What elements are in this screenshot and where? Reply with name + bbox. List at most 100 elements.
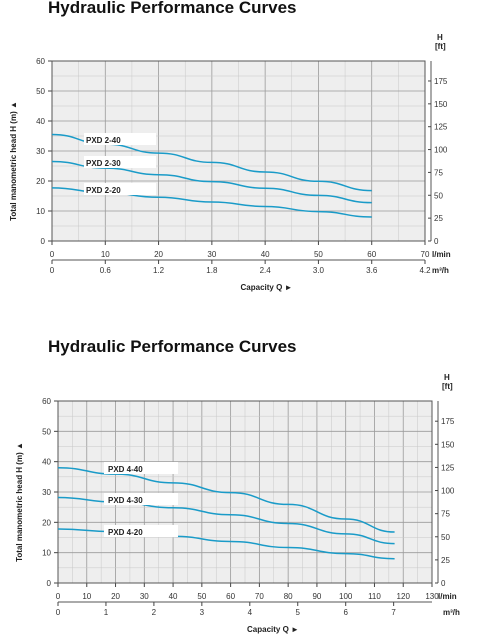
y2-axis-title: H xyxy=(437,33,443,42)
y2-tick-label: 125 xyxy=(434,123,448,132)
x2-tick-label: 2 xyxy=(152,608,157,617)
x2-tick-label: 3.0 xyxy=(313,266,325,275)
x2-tick-label: 3 xyxy=(200,608,205,617)
series-label-background xyxy=(84,133,156,145)
series-label-background xyxy=(104,493,178,505)
x-tick-label: 10 xyxy=(101,250,110,259)
y-tick-label: 10 xyxy=(42,549,51,558)
x-tick-label: 40 xyxy=(261,250,270,259)
y-tick-label: 30 xyxy=(42,488,51,497)
series-label-background xyxy=(104,462,178,474)
series-line xyxy=(51,160,372,204)
y2-unit-label: [ft] xyxy=(442,382,453,391)
x-tick-label: 60 xyxy=(367,250,376,259)
y-tick-label: 60 xyxy=(36,57,45,66)
performance-chart-pxd2: 0 10 20 30 40 50 60 70 0 10 20 30 40 50 60 l/min 0 0.6 1.2… xyxy=(9,33,451,292)
x-tick-label: 30 xyxy=(207,250,216,259)
series-label-background xyxy=(84,156,156,168)
y-tick-label: 30 xyxy=(36,147,45,156)
x-tick-label: 90 xyxy=(312,592,321,601)
x-tick-label: 0 xyxy=(50,250,55,259)
x2-tick-label: 6 xyxy=(343,608,348,617)
x-tick-label: 60 xyxy=(226,592,235,601)
y2-tick-label: 50 xyxy=(434,191,443,200)
series-line xyxy=(57,466,395,533)
x-axis-title: Capacity Q ► xyxy=(241,283,293,292)
y2-tick-label: 175 xyxy=(434,77,448,86)
y2-tick-label: 150 xyxy=(441,440,455,449)
x-tick-label: 0 xyxy=(56,592,61,601)
y-axis-title: Total manometric head H (m) ▲ xyxy=(9,101,18,221)
x-tick-label: 100 xyxy=(339,592,353,601)
x-axis-title: Capacity Q ► xyxy=(247,625,299,634)
series-label: PXD 2-30 xyxy=(86,159,121,168)
x2-tick-label: 0.6 xyxy=(100,266,112,275)
plot-frame xyxy=(57,400,433,584)
series-label: PXD 2-20 xyxy=(86,186,121,195)
x-tick-label: 70 xyxy=(421,250,430,259)
x-tick-label: 20 xyxy=(154,250,163,259)
x2-tick-label: 5 xyxy=(296,608,301,617)
x2-tick-label: 1 xyxy=(104,608,109,617)
x2-tick-label: 2.4 xyxy=(260,266,272,275)
y-axis-title: Total manometric head H (m) ▲ xyxy=(15,442,24,562)
y-tick-label: 50 xyxy=(42,427,51,436)
y-tick-label: 20 xyxy=(36,177,45,186)
y2-tick-label: 0 xyxy=(441,579,446,588)
y-tick-label: 20 xyxy=(42,518,51,527)
x-unit-label: l/min xyxy=(432,250,451,259)
series-label: PXD 4-40 xyxy=(108,465,143,474)
y2-tick-label: 25 xyxy=(441,556,450,565)
x-tick-label: 130 xyxy=(425,592,439,601)
series-label: PXD 4-30 xyxy=(108,496,143,505)
x-tick-label: 20 xyxy=(111,592,120,601)
y-tick-label: 60 xyxy=(42,397,51,406)
y2-tick-label: 150 xyxy=(434,100,448,109)
x-tick-label: 30 xyxy=(140,592,149,601)
series-label-background xyxy=(104,525,178,537)
y2-tick-label: 100 xyxy=(441,487,455,496)
performance-chart-pxd4: 0 10 20 30 40 50 60 70 80 90 100 110 120 130010203040… xyxy=(15,373,460,634)
y2-axis-title: H xyxy=(444,373,450,382)
x-tick-label: 120 xyxy=(397,592,411,601)
x2-tick-label: 4.2 xyxy=(419,266,431,275)
x2-tick-label: 7 xyxy=(391,608,396,617)
y2-unit-label: [ft] xyxy=(435,42,446,51)
x2-tick-label: 3.6 xyxy=(366,266,378,275)
y2-tick-label: 175 xyxy=(441,417,455,426)
plot-frame xyxy=(51,60,426,242)
x-tick-label: 10 xyxy=(82,592,91,601)
series-label: PXD 2-40 xyxy=(86,136,121,145)
x2-unit-label: m³/h xyxy=(432,266,449,275)
x-tick-label: 70 xyxy=(255,592,264,601)
y2-tick-label: 25 xyxy=(434,214,443,223)
x-tick-label: 110 xyxy=(368,592,381,601)
x2-tick-label: 0 xyxy=(56,608,61,617)
y2-tick-label: 50 xyxy=(441,533,450,542)
y-tick-label: 50 xyxy=(36,87,45,96)
y2-tick-label: 75 xyxy=(441,510,450,519)
x-tick-label: 40 xyxy=(169,592,178,601)
x-tick-label: 80 xyxy=(284,592,293,601)
y-tick-label: 10 xyxy=(36,207,45,216)
y2-tick-label: 0 xyxy=(434,237,439,246)
chart-title: Hydraulic Performance Curves xyxy=(48,337,297,356)
x2-tick-label: 1.2 xyxy=(153,266,165,275)
y-tick-label: 0 xyxy=(41,237,46,246)
y2-tick-label: 100 xyxy=(434,146,448,155)
chart-title: Hydraulic Performance Curves xyxy=(48,0,297,17)
y2-tick-label: 125 xyxy=(441,463,455,472)
y2-tick-label: 75 xyxy=(434,168,443,177)
x-tick-label: 50 xyxy=(314,250,323,259)
y-tick-label: 0 xyxy=(47,579,52,588)
x-tick-label: 50 xyxy=(197,592,206,601)
x2-unit-label: m³/h xyxy=(443,608,460,617)
y-tick-label: 40 xyxy=(36,117,45,126)
x-unit-label: l/min xyxy=(438,592,457,601)
x2-tick-label: 4 xyxy=(248,608,253,617)
series-label-background xyxy=(84,183,156,195)
x2-tick-label: 0 xyxy=(50,266,55,275)
series-label: PXD 4-20 xyxy=(108,528,143,537)
y-tick-label: 40 xyxy=(42,458,51,467)
x2-tick-label: 1.8 xyxy=(206,266,218,275)
